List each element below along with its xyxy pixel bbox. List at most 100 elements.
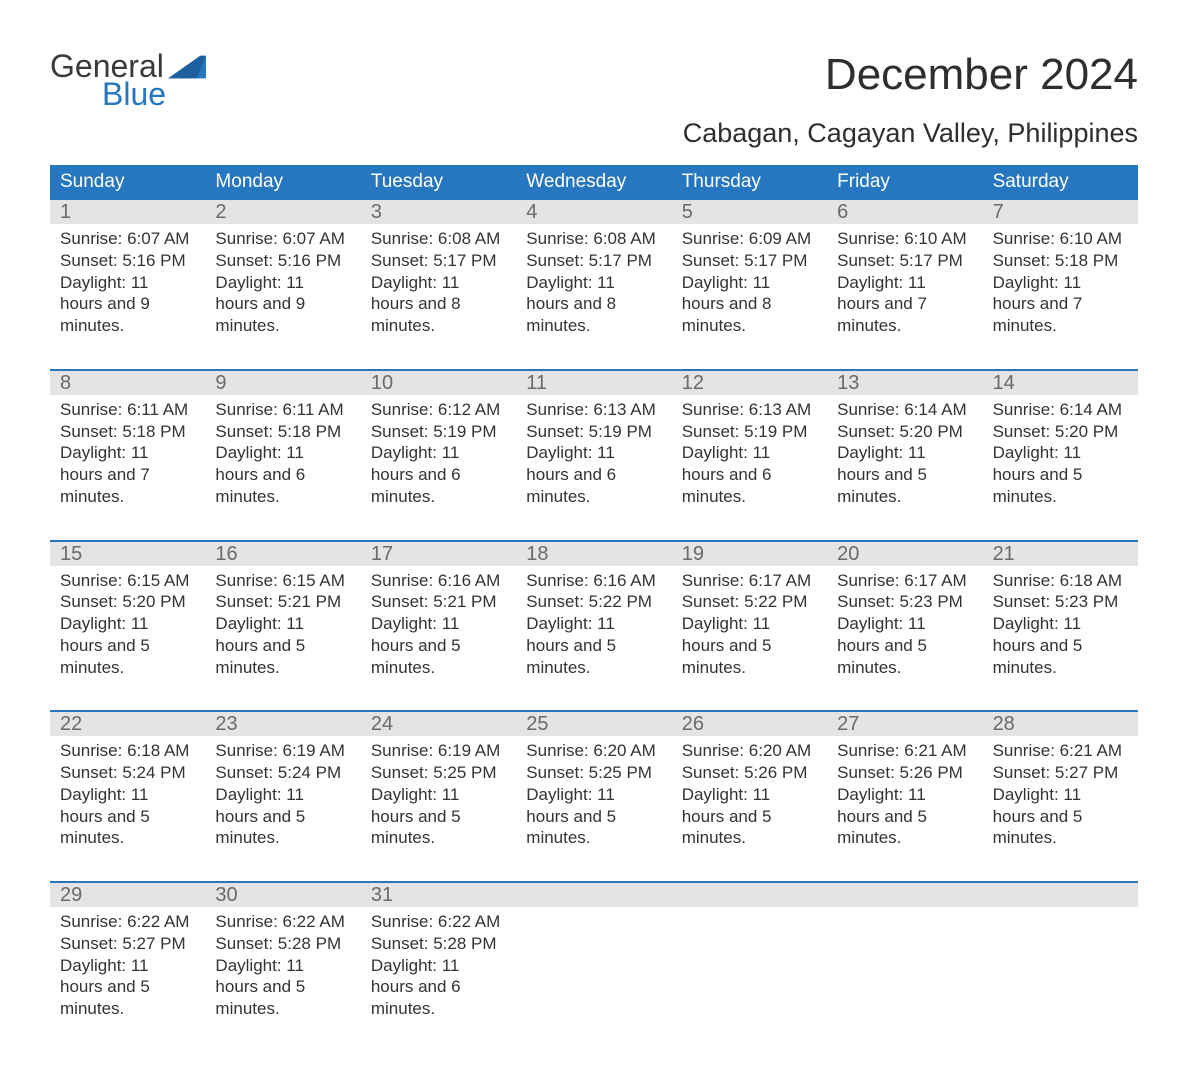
daylight-line: Daylight: 11 hours and 5 minutes. [526,613,661,678]
generalblue-logo: General Blue [50,50,206,110]
month-title: December 2024 [683,50,1138,100]
sunrise-line: Sunrise: 6:19 AM [371,740,506,762]
daylight-line: Daylight: 11 hours and 7 minutes. [837,272,972,337]
day-number: 17 [361,542,516,566]
day-details [516,907,671,1048]
day-number: 4 [516,200,671,224]
sunset-line: Sunset: 5:18 PM [993,250,1128,272]
sunrise-line: Sunrise: 6:22 AM [60,911,195,933]
day-details: Sunrise: 6:10 AMSunset: 5:17 PMDaylight:… [827,224,982,365]
day-number: 12 [672,371,827,395]
day-number: 27 [827,712,982,736]
day-number [827,883,982,907]
sunrise-line: Sunrise: 6:10 AM [993,228,1128,250]
day-details: Sunrise: 6:08 AMSunset: 5:17 PMDaylight:… [361,224,516,365]
sunset-line: Sunset: 5:25 PM [371,762,506,784]
daylight-line: Daylight: 11 hours and 9 minutes. [60,272,195,337]
sunset-line: Sunset: 5:27 PM [60,933,195,955]
daylight-line: Daylight: 11 hours and 5 minutes. [993,442,1128,507]
sunrise-line: Sunrise: 6:07 AM [60,228,195,250]
day-details: Sunrise: 6:20 AMSunset: 5:26 PMDaylight:… [672,736,827,877]
day-details: Sunrise: 6:15 AMSunset: 5:21 PMDaylight:… [205,566,360,707]
sunrise-line: Sunrise: 6:20 AM [682,740,817,762]
day-details: Sunrise: 6:07 AMSunset: 5:16 PMDaylight:… [205,224,360,365]
sunrise-line: Sunrise: 6:14 AM [837,399,972,421]
sunset-line: Sunset: 5:18 PM [215,421,350,443]
sunrise-line: Sunrise: 6:09 AM [682,228,817,250]
calendar-week: 891011121314Sunrise: 6:11 AMSunset: 5:18… [50,369,1138,536]
daylight-line: Daylight: 11 hours and 5 minutes. [371,784,506,849]
day-number: 18 [516,542,671,566]
daylight-line: Daylight: 11 hours and 5 minutes. [993,784,1128,849]
day-number: 24 [361,712,516,736]
day-number: 1 [50,200,205,224]
day-details: Sunrise: 6:14 AMSunset: 5:20 PMDaylight:… [983,395,1138,536]
calendar-week: 15161718192021Sunrise: 6:15 AMSunset: 5:… [50,540,1138,707]
sunrise-line: Sunrise: 6:17 AM [682,570,817,592]
sunrise-line: Sunrise: 6:22 AM [371,911,506,933]
sunset-line: Sunset: 5:17 PM [682,250,817,272]
day-number: 25 [516,712,671,736]
sunset-line: Sunset: 5:24 PM [60,762,195,784]
title-block: December 2024 Cabagan, Cagayan Valley, P… [683,50,1138,149]
calendar-week: 293031Sunrise: 6:22 AMSunset: 5:27 PMDay… [50,881,1138,1048]
sunrise-line: Sunrise: 6:11 AM [215,399,350,421]
day-number: 23 [205,712,360,736]
dow-wednesday: Wednesday [516,165,671,200]
sunset-line: Sunset: 5:27 PM [993,762,1128,784]
daylight-line: Daylight: 11 hours and 8 minutes. [371,272,506,337]
day-details: Sunrise: 6:13 AMSunset: 5:19 PMDaylight:… [516,395,671,536]
daylight-line: Daylight: 11 hours and 5 minutes. [215,613,350,678]
sunset-line: Sunset: 5:18 PM [60,421,195,443]
day-details: Sunrise: 6:22 AMSunset: 5:27 PMDaylight:… [50,907,205,1048]
dow-tuesday: Tuesday [361,165,516,200]
day-details: Sunrise: 6:18 AMSunset: 5:23 PMDaylight:… [983,566,1138,707]
sunset-line: Sunset: 5:17 PM [837,250,972,272]
day-details-row: Sunrise: 6:15 AMSunset: 5:20 PM Daylight:… [50,566,1138,707]
day-number-row: 22232425262728 [50,712,1138,736]
day-number: 3 [361,200,516,224]
day-number: 21 [983,542,1138,566]
sunset-line: Sunset: 5:21 PM [215,591,350,613]
day-number-row: 15161718192021 [50,542,1138,566]
day-number: 11 [516,371,671,395]
calendar-grid: Sunday Monday Tuesday Wednesday Thursday… [50,165,1138,1048]
day-details-row: Sunrise: 6:18 AMSunset: 5:24 PMDaylight:… [50,736,1138,877]
day-details-row: Sunrise: 6:11 AMSunset: 5:18 PMDaylight:… [50,395,1138,536]
day-details: Sunrise: 6:18 AMSunset: 5:24 PMDaylight:… [50,736,205,877]
day-number-row: 1234567 [50,200,1138,224]
logo-flag-icon [168,55,206,79]
daylight-line: Daylight: 11 hours and 5 minutes. [837,442,972,507]
day-details: Sunrise: 6:12 AMSunset: 5:19 PMDaylight:… [361,395,516,536]
sunset-line: Sunset: 5:28 PM [371,933,506,955]
sunset-line: Sunset: 5:20 PM [60,591,195,613]
day-details: Sunrise: 6:21 AMSunset: 5:27 PMDaylight:… [983,736,1138,877]
sunrise-line: Sunrise: 6:13 AM [682,399,817,421]
day-number [983,883,1138,907]
day-details: Sunrise: 6:22 AMSunset: 5:28 PMDaylight:… [361,907,516,1048]
sunset-line: Sunset: 5:19 PM [682,421,817,443]
daylight-line: Daylight: 11 hours and 7 minutes. [993,272,1128,337]
daylight-line: Daylight: 11 hours and 5 minutes. [526,784,661,849]
sunrise-line: Sunrise: 6:13 AM [526,399,661,421]
sunrise-line: Sunrise: 6:16 AM [371,570,506,592]
calendar-week: 1234567Sunrise: 6:07 AMSunset: 5:16 PMDa… [50,200,1138,365]
sunset-line: Sunset: 5:22 PM [682,591,817,613]
day-details [672,907,827,1048]
day-number: 29 [50,883,205,907]
day-number: 2 [205,200,360,224]
day-details: Sunrise: 6:22 AMSunset: 5:28 PMDaylight:… [205,907,360,1048]
day-number: 28 [983,712,1138,736]
sunset-line: Sunset: 5:16 PM [215,250,350,272]
sunset-line: Sunset: 5:17 PM [526,250,661,272]
weeks-container: 1234567Sunrise: 6:07 AMSunset: 5:16 PMDa… [50,200,1138,1048]
sunset-line: Sunset: 5:20 PM [993,421,1128,443]
sunrise-line: Sunrise: 6:15 AM [60,570,195,592]
day-details: Sunrise: 6:07 AMSunset: 5:16 PMDaylight:… [50,224,205,365]
sunrise-line: Sunrise: 6:20 AM [526,740,661,762]
day-number-row: 293031 [50,883,1138,907]
sunset-line: Sunset: 5:16 PM [60,250,195,272]
day-details: Sunrise: 6:08 AMSunset: 5:17 PMDaylight:… [516,224,671,365]
sunrise-line: Sunrise: 6:07 AM [215,228,350,250]
sunset-line: Sunset: 5:19 PM [371,421,506,443]
